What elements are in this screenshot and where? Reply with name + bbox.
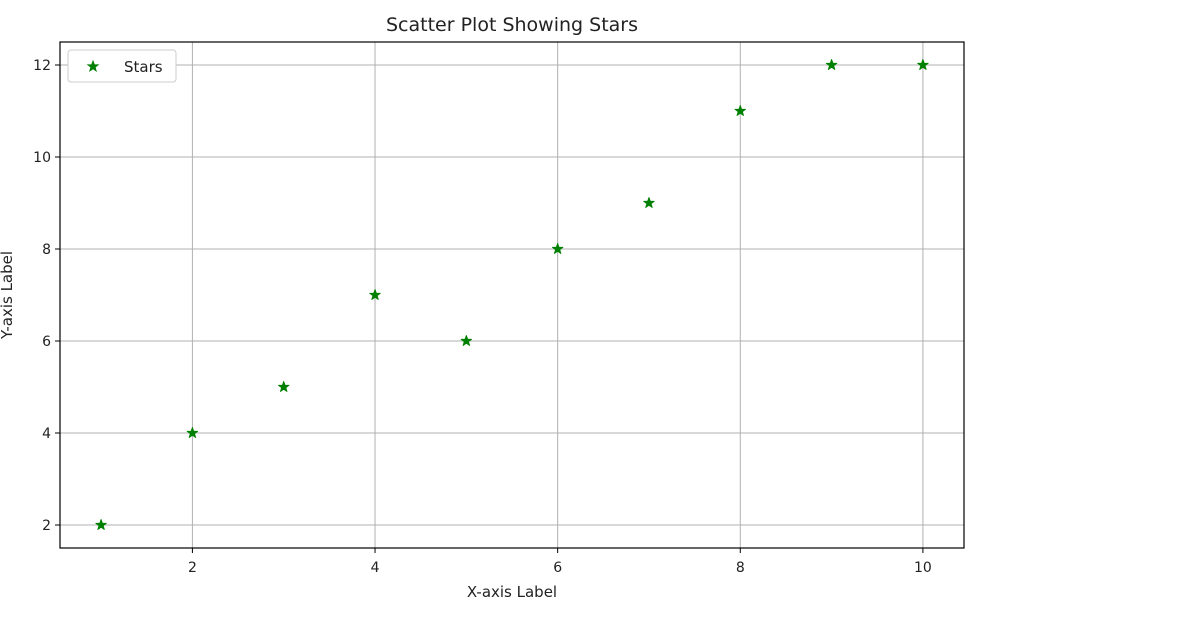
- x-tick-label: 4: [371, 560, 380, 576]
- y-axis-ticks: 2 4 6 8 10 12: [33, 58, 60, 534]
- star-point: [734, 105, 747, 116]
- chart-title: Scatter Plot Showing Stars: [386, 14, 638, 36]
- star-point: [643, 196, 655, 208]
- x-tick-label: 6: [553, 560, 562, 576]
- star-point: [551, 242, 564, 254]
- grid-lines: [60, 42, 964, 548]
- star-point: [186, 426, 199, 438]
- star-point: [277, 380, 290, 392]
- plot-area-frame: [59, 41, 965, 549]
- y-tick-label: 2: [42, 518, 51, 534]
- x-axis-ticks: 2 4 6 8 10: [188, 548, 932, 576]
- star-point: [460, 334, 473, 346]
- y-tick-label: 8: [42, 242, 51, 258]
- y-tick-label: 12: [33, 58, 51, 74]
- star-point: [95, 519, 107, 530]
- data-points: [95, 59, 929, 530]
- y-tick-label: 4: [42, 426, 51, 442]
- legend-star-marker: [86, 59, 100, 72]
- y-axis-label: Y-axis Label: [0, 251, 16, 340]
- legend: Stars: [67, 49, 177, 83]
- y-tick-label: 6: [42, 334, 51, 350]
- star-point: [917, 59, 929, 70]
- x-tick-label: 8: [736, 560, 745, 576]
- legend-box: [67, 49, 177, 83]
- x-axis-label: X-axis Label: [467, 583, 557, 601]
- x-tick-label: 10: [914, 560, 932, 576]
- y-tick-label: 10: [33, 150, 51, 166]
- star-point: [825, 59, 838, 70]
- star-point: [369, 288, 381, 300]
- x-tick-label: 2: [188, 560, 197, 576]
- legend-label-stars: Stars: [124, 58, 163, 76]
